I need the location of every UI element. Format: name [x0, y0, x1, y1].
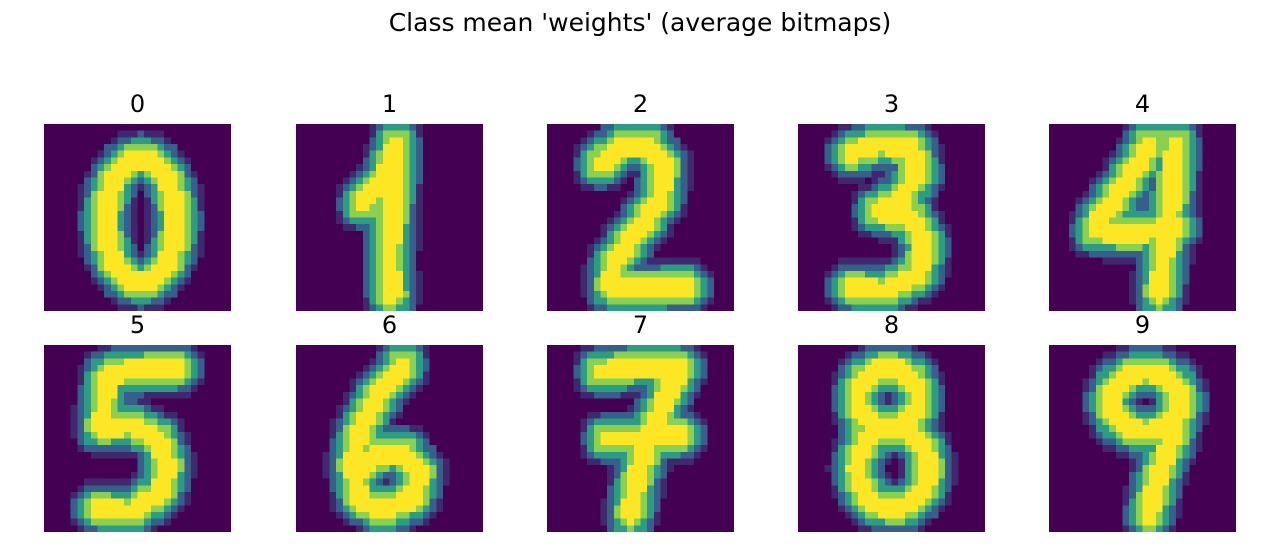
average-bitmap-2: [547, 124, 734, 311]
panel-title: 8: [883, 311, 900, 339]
average-bitmap-7: [547, 345, 734, 532]
average-bitmap-1: [296, 124, 483, 311]
average-bitmap-4: [1049, 124, 1236, 311]
average-bitmap-3: [798, 124, 985, 311]
panel-title: 0: [129, 90, 146, 118]
panel-digit-7: 7: [547, 311, 734, 532]
panel-title: 6: [381, 311, 398, 339]
average-bitmap-8: [798, 345, 985, 532]
panel-title: 5: [129, 311, 146, 339]
panel-title: 9: [1134, 311, 1151, 339]
panel-digit-3: 3: [798, 90, 985, 311]
panel-digit-0: 0: [44, 90, 231, 311]
panel-digit-5: 5: [44, 311, 231, 532]
panel-digit-2: 2: [547, 90, 734, 311]
average-bitmap-9: [1049, 345, 1236, 532]
panel-title: 4: [1134, 90, 1151, 118]
panel-digit-6: 6: [296, 311, 483, 532]
panel-title: 1: [381, 90, 398, 118]
panel-digit-1: 1: [296, 90, 483, 311]
panel-title: 2: [632, 90, 649, 118]
panel-title: 7: [632, 311, 649, 339]
average-bitmap-0: [44, 124, 231, 311]
panel-title: 3: [883, 90, 900, 118]
panel-digit-8: 8: [798, 311, 985, 532]
average-bitmap-6: [296, 345, 483, 532]
average-bitmap-5: [44, 345, 231, 532]
panel-digit-9: 9: [1049, 311, 1236, 532]
figure-title: Class mean 'weights' (average bitmaps): [388, 8, 892, 37]
panel-digit-4: 4: [1049, 90, 1236, 311]
